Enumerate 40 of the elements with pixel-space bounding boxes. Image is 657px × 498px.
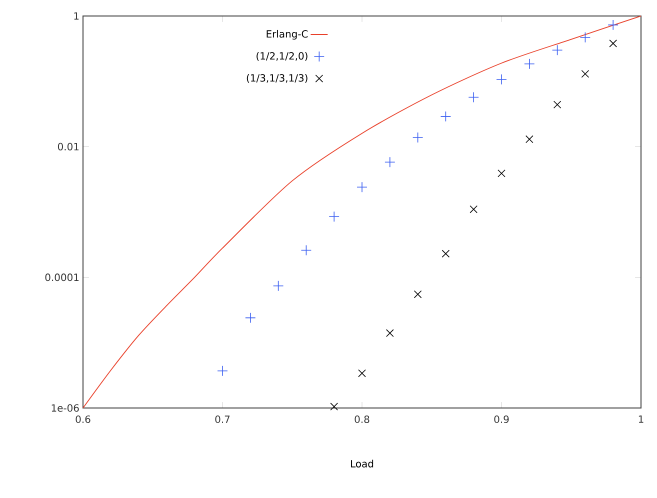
point bbox=[356, 182, 368, 193]
point bbox=[414, 290, 422, 298]
line-series bbox=[82, 16, 642, 408]
point bbox=[300, 244, 312, 256]
legend-label: Erlang-C bbox=[266, 30, 308, 40]
x-tick-label: 0.6 bbox=[76, 415, 90, 424]
y-tick-label: 1e-06 bbox=[52, 404, 79, 412]
point bbox=[553, 100, 562, 109]
y-tick-label: 0.0001 bbox=[45, 274, 79, 282]
legend-label: (1/2,1/2,0) bbox=[256, 52, 308, 61]
point bbox=[272, 280, 284, 292]
legend-label: (1/3,1/3,1/3) bbox=[246, 74, 308, 83]
point bbox=[217, 365, 228, 376]
point bbox=[384, 156, 396, 168]
y-tick-label: 1 bbox=[74, 12, 79, 20]
point bbox=[498, 169, 506, 178]
point bbox=[328, 211, 340, 222]
x-tick-label: 0.7 bbox=[215, 415, 230, 424]
x-tick-label: 0.8 bbox=[354, 415, 370, 424]
point bbox=[442, 250, 450, 258]
point bbox=[386, 329, 394, 338]
point bbox=[525, 135, 534, 144]
point bbox=[524, 58, 535, 70]
point bbox=[412, 132, 424, 143]
point bbox=[330, 402, 338, 411]
x-axis-title: Load bbox=[351, 460, 374, 468]
point bbox=[609, 40, 618, 48]
point bbox=[581, 70, 590, 78]
point bbox=[245, 312, 256, 324]
x-tick-label: 0.9 bbox=[494, 415, 509, 424]
point bbox=[552, 44, 563, 56]
point bbox=[358, 369, 366, 378]
point bbox=[468, 92, 479, 103]
y-tick-label: 0.01 bbox=[58, 142, 79, 150]
point bbox=[608, 20, 618, 30]
point bbox=[496, 74, 507, 85]
point bbox=[470, 205, 478, 214]
x-tick-label: 1 bbox=[638, 415, 644, 423]
point bbox=[580, 32, 591, 43]
point bbox=[440, 111, 452, 122]
